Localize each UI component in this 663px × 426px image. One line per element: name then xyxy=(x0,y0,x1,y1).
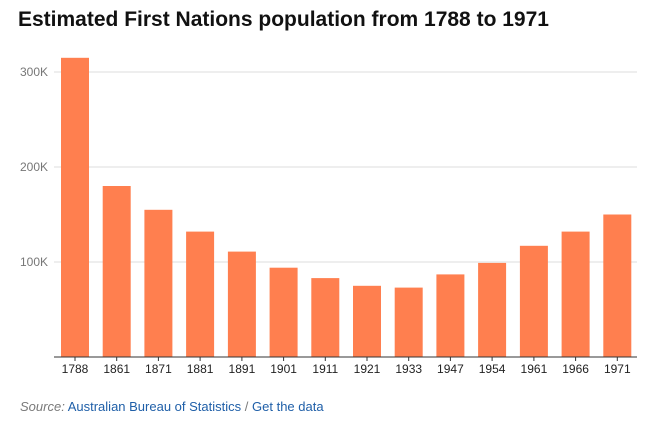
x-tick-label-1891: 1891 xyxy=(229,362,256,376)
x-tick-label-1871: 1871 xyxy=(145,362,172,376)
y-tick-label-0: 100K xyxy=(20,255,48,269)
bar-1966 xyxy=(561,231,590,357)
x-tick-label-1861: 1861 xyxy=(103,362,130,376)
y-tick-label-2: 300K xyxy=(20,65,48,79)
bar-1954 xyxy=(478,262,507,357)
x-tick-label-1971: 1971 xyxy=(604,362,631,376)
x-tick-label-1933: 1933 xyxy=(395,362,422,376)
x-tick-label-1961: 1961 xyxy=(521,362,548,376)
source-line: Source: Australian Bureau of Statistics … xyxy=(20,399,324,414)
bar-1861 xyxy=(102,186,131,357)
bars xyxy=(61,57,632,358)
bar-1911 xyxy=(311,278,340,357)
get-the-data-link[interactable]: Get the data xyxy=(252,399,324,414)
chart-title: Estimated First Nations population from … xyxy=(18,8,549,31)
x-tick-label-1911: 1911 xyxy=(312,362,338,376)
bar-1871 xyxy=(144,209,173,358)
bar-1901 xyxy=(269,267,298,357)
bar-chart: 100K 200K 300K 1788 1861 1871 1881 1891 1901 191… xyxy=(20,57,637,376)
source-separator: / xyxy=(244,399,249,414)
bar-1891 xyxy=(227,251,256,357)
bar-1881 xyxy=(186,231,215,357)
y-tick-label-1: 200K xyxy=(20,160,48,174)
x-tick-label-1788: 1788 xyxy=(62,362,89,376)
x-tick-label-1901: 1901 xyxy=(270,362,297,376)
bar-1971 xyxy=(603,214,632,357)
bar-1788 xyxy=(61,57,89,358)
source-label: Source: xyxy=(20,399,65,414)
x-axis-tick-labels: 1788 1861 1871 1881 1891 1901 1911 1921 1933 1947… xyxy=(62,357,631,376)
source-publisher-link[interactable]: Australian Bureau of Statistics xyxy=(67,399,242,414)
bar-1947 xyxy=(436,274,465,357)
bar-1961 xyxy=(519,245,548,357)
y-axis-tick-labels: 100K 200K 300K xyxy=(20,65,48,269)
bar-1921 xyxy=(353,285,381,358)
x-tick-label-1921: 1921 xyxy=(354,362,381,376)
x-tick-label-1947: 1947 xyxy=(437,362,464,376)
x-tick-label-1966: 1966 xyxy=(562,362,589,376)
gridlines xyxy=(54,71,637,263)
x-tick-label-1881: 1881 xyxy=(187,362,214,376)
x-tick-label-1954: 1954 xyxy=(479,362,506,376)
bar-1933 xyxy=(394,287,423,357)
